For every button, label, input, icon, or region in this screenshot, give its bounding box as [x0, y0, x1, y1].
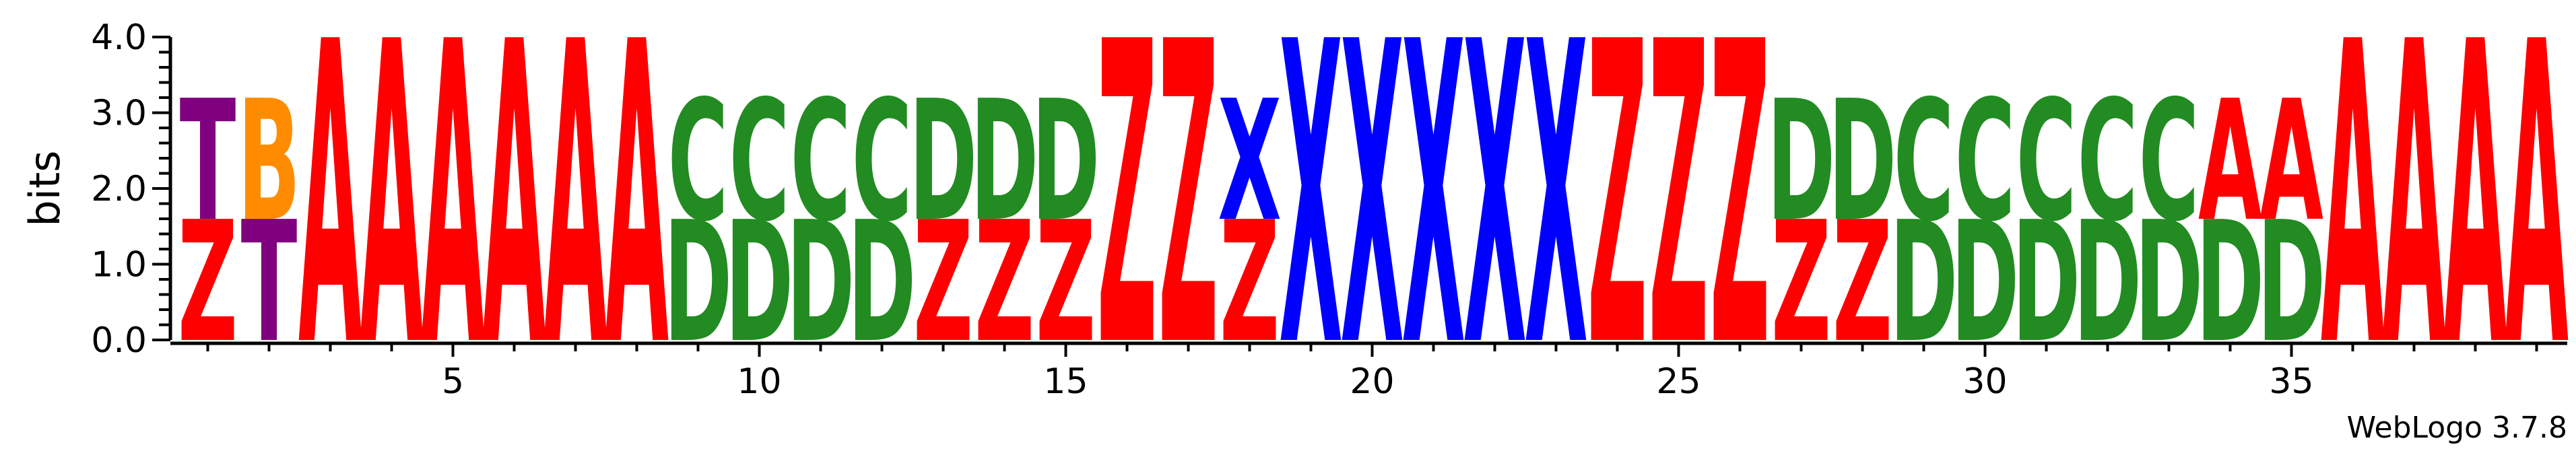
logo-letter-a: A [2321, 0, 2385, 438]
logo-letter-b: B [238, 65, 300, 258]
logo-letter-c: C [729, 65, 790, 258]
y-tick-label: 1.0 [91, 245, 147, 285]
y-axis: bits 0.0 1.0 2.0 3.0 4.0 [20, 18, 172, 361]
weblogo-credit: WebLogo 3.7.8 [2347, 411, 2567, 445]
logo-letter-a: A [543, 0, 608, 438]
logo-letter-c: C [1955, 65, 2016, 258]
logo-letter-z: Z [1587, 0, 1647, 438]
logo-letter-a: A [2505, 0, 2569, 438]
logo-letter-c: C [668, 65, 729, 258]
y-tick-label: 3.0 [91, 94, 147, 134]
logo-letter-c: C [2016, 65, 2077, 258]
logo-letter-c: C [852, 65, 913, 258]
logo-letter-c: C [2139, 65, 2200, 258]
y-tick-label: 0.0 [91, 320, 147, 361]
logo-letter-d: D [1032, 65, 1100, 258]
x-tick-label: 35 [2269, 361, 2313, 402]
logo-letter-a: A [360, 0, 424, 438]
logo-letter-a: A [2198, 65, 2262, 258]
y-tick-label: 4.0 [91, 18, 147, 58]
logo-letter-d: D [909, 65, 978, 258]
logo-letter-x: X [1340, 0, 1404, 438]
y-tick-label: 2.0 [91, 169, 147, 209]
x-tick-label: 20 [1350, 361, 1394, 402]
logo-letter-d: D [1828, 65, 1897, 258]
x-tick-label: 5 [442, 361, 464, 402]
logo-letter-x: X [1401, 0, 1465, 438]
logo-letter-c: C [2078, 65, 2138, 258]
logo-letter-z: Z [1710, 0, 1770, 438]
logo-letter-d: D [1767, 65, 1836, 258]
y-axis-label: bits [20, 150, 69, 226]
logo-letter-z: Z [1097, 0, 1157, 438]
logo-letter-z: Z [1158, 0, 1218, 438]
x-tick-label: 25 [1656, 361, 1700, 402]
logo-letter-x: X [1279, 0, 1343, 438]
logo-letter-a: A [482, 0, 547, 438]
logo-letter-x: X [1524, 0, 1588, 438]
logo-letter-a: A [2382, 0, 2447, 438]
logo-letter-t: T [180, 65, 236, 258]
x-tick-label: 30 [1962, 361, 2007, 402]
logo-letter-x: X [1463, 0, 1527, 438]
logo-letter-a: A [2443, 0, 2508, 438]
logo-letter-a: A [421, 0, 486, 438]
logo-letter-d: D [970, 65, 1039, 258]
logo-letter-a: A [298, 0, 363, 438]
logo-letter-x: X [1218, 65, 1282, 258]
logo-letter-z: Z [1649, 0, 1709, 438]
x-axis: 5 10 15 20 25 30 35 [170, 341, 2567, 402]
x-tick-label: 10 [737, 361, 781, 402]
logo-letter-a: A [2259, 65, 2323, 258]
logo-letter-c: C [791, 65, 851, 258]
logo-letter-a: A [605, 0, 669, 438]
logo-letter-c: C [1894, 65, 1954, 258]
x-tick-label: 15 [1043, 361, 1088, 402]
